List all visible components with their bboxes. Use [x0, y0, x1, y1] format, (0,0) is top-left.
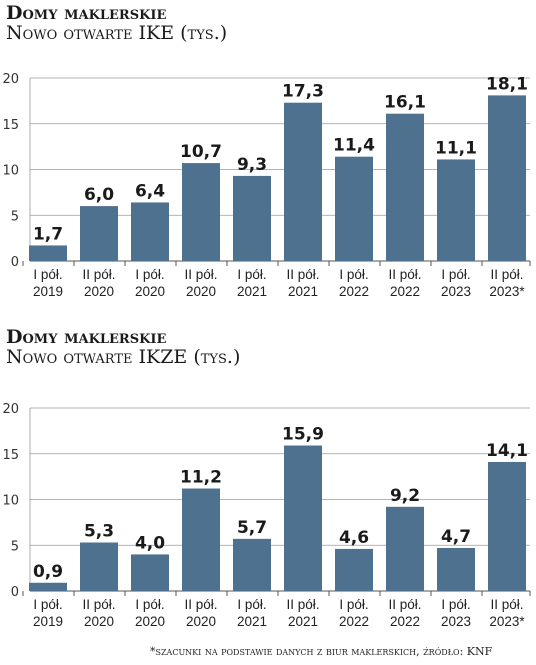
y-tick-label: 10	[2, 494, 19, 509]
data-label: 17,3	[282, 82, 324, 102]
data-label: 11,1	[435, 138, 477, 158]
x-tick-label: 2020	[135, 284, 165, 299]
y-tick-label: 20	[2, 72, 19, 87]
x-tick-label: II pół.	[490, 597, 523, 612]
bar	[284, 445, 322, 591]
x-tick-label: I pół.	[441, 597, 470, 612]
data-label: 6,4	[135, 181, 165, 201]
bar	[437, 547, 475, 591]
bar	[182, 488, 220, 591]
x-tick-label: I pół.	[135, 267, 164, 282]
x-tick-label: II pół.	[388, 597, 421, 612]
source-footnote: *szacunki na podstawie danych z biur mak…	[150, 645, 493, 658]
x-tick-label: 2021	[237, 284, 267, 299]
x-tick-label: 2019	[33, 614, 63, 629]
x-tick-label: II pół.	[388, 267, 421, 282]
data-label: 4,7	[441, 527, 471, 547]
x-tick-label: 2020	[186, 614, 216, 629]
chart-ikze: 0 5 10 15 20 0,9 I pół. 2019 5,3 II pół. 2020 4,0 I …	[2, 402, 531, 629]
data-label: 15,9	[282, 425, 324, 445]
data-label: 18,1	[486, 74, 528, 94]
x-tick-label: 2020	[135, 614, 165, 629]
bar	[284, 102, 322, 261]
x-tick-label: 2020	[186, 284, 216, 299]
data-label: 14,1	[486, 441, 528, 461]
bar	[386, 113, 424, 261]
x-tick-label: II pół.	[184, 597, 217, 612]
data-label: 5,3	[84, 522, 114, 542]
x-tick-label: II pół.	[82, 267, 115, 282]
x-tick-label: 2022	[390, 284, 420, 299]
x-tick-label: 2022	[390, 614, 420, 629]
x-tick-label: II pół.	[184, 267, 217, 282]
chart1-title: Domy maklerskie	[6, 2, 167, 24]
data-label: 16,1	[384, 93, 426, 113]
bar	[80, 206, 118, 261]
data-label: 5,7	[237, 518, 267, 538]
x-tick-label: 2023*	[489, 284, 525, 299]
x-tick-label: II pół.	[286, 597, 319, 612]
bar	[488, 95, 526, 261]
x-tick-label: I pół.	[237, 597, 266, 612]
x-tick-label: I pół.	[339, 597, 368, 612]
chart1-subtitle: Nowo otwarte IKE (tys.)	[6, 22, 228, 44]
bar	[233, 175, 271, 261]
bar	[29, 245, 67, 261]
y-tick-label: 5	[11, 539, 19, 554]
x-tick-label: I pół.	[33, 597, 62, 612]
bar	[386, 506, 424, 591]
x-tick-label: 2020	[84, 614, 114, 629]
x-tick-label: 2021	[288, 614, 318, 629]
y-tick-label: 20	[2, 402, 19, 417]
bar	[131, 554, 169, 591]
x-tick-label: 2022	[339, 284, 369, 299]
data-label: 1,7	[33, 224, 63, 244]
bar	[437, 159, 475, 261]
data-label: 9,2	[390, 486, 420, 506]
x-tick-label: 2020	[84, 284, 114, 299]
x-tick-label: I pół.	[135, 597, 164, 612]
data-label: 4,6	[339, 528, 369, 548]
x-tick-label: I pół.	[339, 267, 368, 282]
x-tick-label: 2023*	[489, 614, 525, 629]
chart2-subtitle: Nowo otwarte IKZE (tys.)	[6, 346, 241, 368]
y-tick-label: 0	[11, 255, 19, 270]
y-tick-label: 15	[2, 448, 19, 463]
bar	[131, 202, 169, 261]
data-label: 11,2	[180, 468, 222, 488]
data-label: 9,3	[237, 155, 267, 175]
x-tick-label: II pół.	[82, 597, 115, 612]
chart2-title: Domy maklerskie	[6, 326, 167, 348]
x-tick-label: I pół.	[441, 267, 470, 282]
data-label: 0,9	[33, 562, 63, 582]
bar	[335, 548, 373, 591]
x-tick-label: 2023	[441, 614, 471, 629]
y-tick-label: 0	[11, 585, 19, 600]
bar	[233, 538, 271, 591]
x-tick-label: 2021	[237, 614, 267, 629]
x-tick-label: 2022	[339, 614, 369, 629]
y-tick-label: 10	[2, 164, 19, 179]
bar	[335, 156, 373, 261]
x-tick-label: II pół.	[490, 267, 523, 282]
x-tick-label: I pół.	[237, 267, 266, 282]
bar	[80, 542, 118, 591]
data-label: 4,0	[135, 533, 165, 553]
data-label: 11,4	[333, 136, 375, 156]
y-tick-label: 15	[2, 118, 19, 133]
x-tick-label: II pół.	[286, 267, 319, 282]
data-label: 6,0	[84, 185, 114, 205]
y-tick-label: 5	[11, 209, 19, 224]
x-tick-label: 2019	[33, 284, 63, 299]
x-tick-label: 2023	[441, 284, 471, 299]
data-label: 10,7	[180, 142, 222, 162]
chart-ike: 0 5 10 15 20 1,7 I pół. 2019 6,0 II pół. 2020 6,4 I …	[2, 72, 531, 299]
bar	[29, 582, 67, 591]
x-tick-label: I pół.	[33, 267, 62, 282]
x-tick-label: 2021	[288, 284, 318, 299]
bar	[488, 461, 526, 591]
bar	[182, 163, 220, 261]
